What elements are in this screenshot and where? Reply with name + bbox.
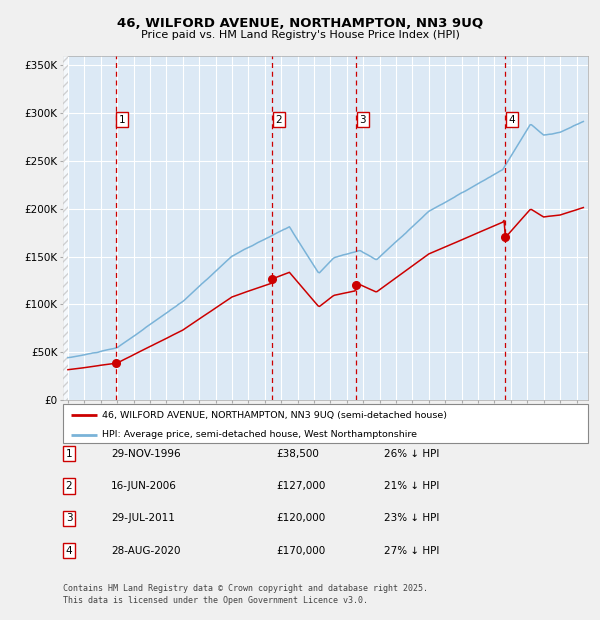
- Text: 27% ↓ HPI: 27% ↓ HPI: [384, 546, 439, 556]
- Text: 2: 2: [275, 115, 282, 125]
- Text: Price paid vs. HM Land Registry's House Price Index (HPI): Price paid vs. HM Land Registry's House …: [140, 30, 460, 40]
- Text: Contains HM Land Registry data © Crown copyright and database right 2025.
This d: Contains HM Land Registry data © Crown c…: [63, 584, 428, 605]
- Text: £127,000: £127,000: [276, 481, 325, 491]
- Text: 29-JUL-2011: 29-JUL-2011: [111, 513, 175, 523]
- Text: 4: 4: [509, 115, 515, 125]
- Text: £120,000: £120,000: [276, 513, 325, 523]
- Text: £38,500: £38,500: [276, 449, 319, 459]
- Text: 46, WILFORD AVENUE, NORTHAMPTON, NN3 9UQ: 46, WILFORD AVENUE, NORTHAMPTON, NN3 9UQ: [117, 17, 483, 30]
- Text: 23% ↓ HPI: 23% ↓ HPI: [384, 513, 439, 523]
- Text: 29-NOV-1996: 29-NOV-1996: [111, 449, 181, 459]
- Text: 1: 1: [65, 449, 73, 459]
- Text: 3: 3: [359, 115, 366, 125]
- Text: £170,000: £170,000: [276, 546, 325, 556]
- Text: 4: 4: [65, 546, 73, 556]
- Text: 2: 2: [65, 481, 73, 491]
- Text: 46, WILFORD AVENUE, NORTHAMPTON, NN3 9UQ (semi-detached house): 46, WILFORD AVENUE, NORTHAMPTON, NN3 9UQ…: [103, 410, 448, 420]
- Text: 26% ↓ HPI: 26% ↓ HPI: [384, 449, 439, 459]
- Text: 28-AUG-2020: 28-AUG-2020: [111, 546, 181, 556]
- Text: 16-JUN-2006: 16-JUN-2006: [111, 481, 177, 491]
- Text: 3: 3: [65, 513, 73, 523]
- Text: 1: 1: [119, 115, 125, 125]
- FancyBboxPatch shape: [63, 404, 588, 443]
- Text: 21% ↓ HPI: 21% ↓ HPI: [384, 481, 439, 491]
- Text: HPI: Average price, semi-detached house, West Northamptonshire: HPI: Average price, semi-detached house,…: [103, 430, 418, 439]
